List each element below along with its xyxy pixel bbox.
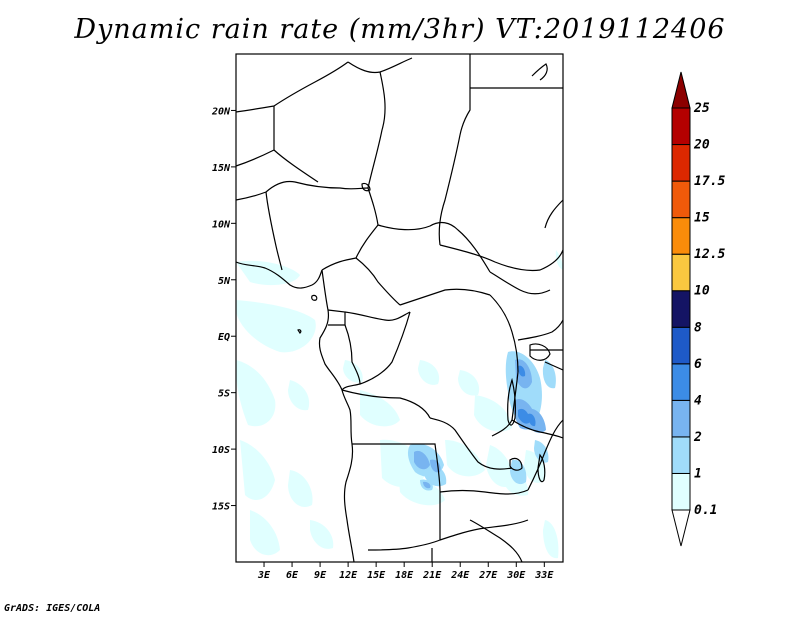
- colorbar-upper-extension: [671, 71, 691, 109]
- colorbar-segment: [671, 472, 691, 511]
- credit-label: GrADS: IGES/COLA: [4, 603, 101, 614]
- colorbar-segment: [671, 253, 691, 292]
- x-tick-label: 12E: [339, 570, 358, 581]
- x-tick-label: 30E: [506, 570, 526, 581]
- colorbar: 0.1 1 2 4 6 8 10 12.5 15 17.5 20 25: [671, 71, 725, 547]
- x-tick-label: 18E: [395, 570, 414, 581]
- x-tick-label: 24E: [450, 570, 470, 581]
- x-axis-labels: 3E 6E 9E 12E 15E 18E 21E 24E 27E 30E 33E: [257, 570, 554, 581]
- colorbar-segment: [671, 107, 691, 146]
- x-tick-label: 3E: [257, 570, 271, 581]
- x-tick-label: 27E: [478, 570, 498, 581]
- colorbar-segment: [671, 436, 691, 474]
- colorbar-label: 4: [694, 393, 702, 408]
- y-tick-label: 15S: [212, 502, 230, 513]
- colorbar-segment: [671, 144, 691, 182]
- axis-ticks: [231, 109, 545, 567]
- y-tick-label: 10S: [212, 445, 230, 456]
- colorbar-segment: [671, 326, 691, 365]
- colorbar-label: 12.5: [694, 247, 725, 262]
- colorbar-lower-extension: [671, 509, 691, 547]
- y-tick-label: 5S: [218, 389, 230, 400]
- x-tick-label: 33E: [534, 570, 554, 581]
- colorbar-segment: [671, 290, 691, 328]
- colorbar-label: 6: [694, 357, 702, 372]
- colorbar-segment: [671, 217, 691, 255]
- country-borders: [235, 54, 564, 563]
- y-tick-label: 5N: [218, 276, 231, 287]
- x-tick-label: 6E: [286, 570, 299, 581]
- colorbar-label: 0.1: [694, 503, 717, 518]
- y-axis-labels: 20N 15N 10N 5N EQ 5S 10S 15S: [211, 106, 231, 512]
- colorbar-label: 2: [693, 430, 702, 445]
- colorbar-label: 17.5: [694, 174, 725, 189]
- colorbar-label: 1: [694, 466, 702, 481]
- colorbar-label: 8: [694, 320, 702, 335]
- map-frame: [235, 53, 564, 563]
- map-title: Dynamic rain rate (mm/3hr) VT:2019112406: [74, 14, 726, 45]
- x-tick-label: 9E: [314, 570, 327, 581]
- y-tick-label: EQ: [218, 332, 230, 343]
- colorbar-label: 25: [693, 101, 710, 116]
- x-tick-label: 21E: [422, 570, 442, 581]
- colorbar-segment: [671, 180, 691, 219]
- colorbar-label: 10: [694, 284, 710, 299]
- y-tick-label: 20N: [211, 106, 231, 117]
- colorbar-segment: [671, 399, 691, 438]
- y-tick-label: 15N: [212, 163, 231, 174]
- colorbar-segment: [671, 363, 691, 401]
- colorbar-label: 20: [693, 138, 710, 153]
- colorbar-label: 15: [694, 211, 710, 226]
- x-tick-label: 15E: [367, 570, 386, 581]
- y-tick-label: 10N: [212, 219, 231, 230]
